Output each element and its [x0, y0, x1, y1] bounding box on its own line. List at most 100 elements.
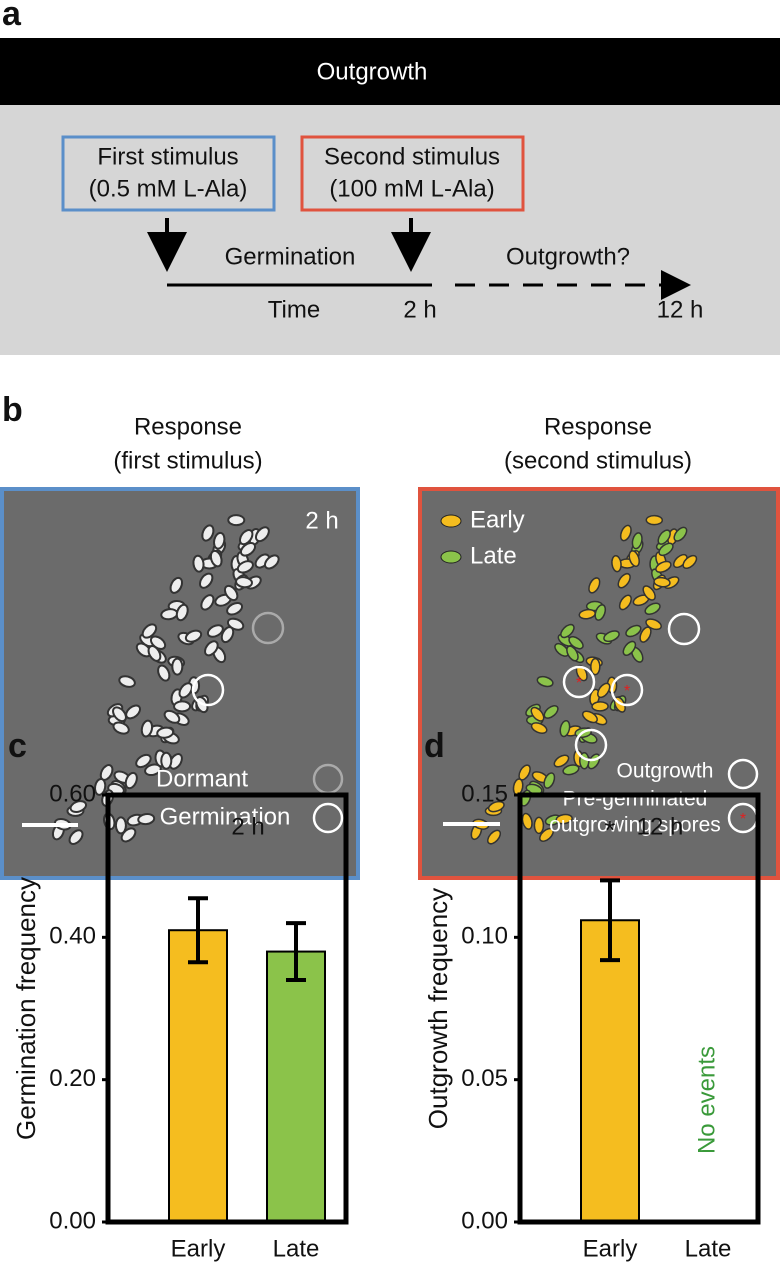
- spore: [530, 722, 548, 734]
- y-tick-label: 0.15: [461, 780, 508, 807]
- spore: [178, 682, 193, 699]
- spore: [603, 630, 620, 643]
- spore: [645, 618, 662, 631]
- phase-label: Outgrowth?: [506, 243, 630, 270]
- spore: [112, 721, 130, 735]
- y-axis-label: Outgrowth frequency: [423, 888, 453, 1129]
- spore: [125, 704, 142, 720]
- spore: [642, 585, 656, 601]
- y-tick-label: 0.00: [49, 1207, 96, 1234]
- spore: [236, 560, 254, 574]
- spore: [673, 526, 688, 542]
- micrograph: [0, 487, 360, 880]
- legend-text: outgrowing spores: [549, 814, 721, 837]
- y-tick-label: 0.10: [461, 923, 508, 950]
- image-title: (second stimulus): [504, 447, 692, 474]
- spore: [144, 763, 162, 777]
- legend-circle: [312, 802, 344, 834]
- x-tick-label: Late: [685, 1235, 732, 1262]
- panel-label: c: [8, 727, 27, 765]
- spore: [521, 812, 533, 830]
- spore: [618, 594, 632, 611]
- spore: [135, 753, 152, 769]
- spore: [543, 704, 559, 719]
- panel-label: a: [2, 0, 22, 33]
- spore: [184, 629, 203, 643]
- outgrowth-circle: [574, 728, 608, 762]
- spore: [617, 572, 631, 589]
- plot-frame: [517, 792, 761, 1225]
- time-label: Time: [268, 296, 320, 323]
- spore: [118, 675, 136, 688]
- spore: [147, 645, 162, 662]
- spore: [226, 601, 244, 616]
- legend-text: Late: [470, 542, 517, 569]
- spore: [581, 710, 598, 724]
- spore: [160, 751, 173, 770]
- y-tick-label: 0.20: [49, 1065, 96, 1092]
- annotation: 12 h: [637, 813, 684, 840]
- legend-text: Early: [470, 506, 525, 533]
- spore: [223, 584, 239, 602]
- x-tick-label: Early: [171, 1235, 226, 1262]
- title-bar: [0, 38, 780, 105]
- outgrowth-circle: [667, 612, 701, 646]
- spore: [124, 771, 138, 790]
- spore: [175, 603, 189, 622]
- spore: [539, 827, 554, 842]
- spore: [591, 701, 609, 712]
- panel-label: b: [2, 391, 23, 429]
- spore: [235, 576, 253, 589]
- y-tick-label: 0.00: [461, 1207, 508, 1234]
- spore: [611, 554, 622, 573]
- bar: [168, 929, 228, 1223]
- spore: [206, 624, 224, 638]
- spore: [199, 572, 214, 589]
- first-stimulus: First stimulus: [97, 143, 238, 170]
- spore: [163, 709, 181, 724]
- spore: [639, 626, 652, 643]
- spore: [69, 800, 88, 813]
- image-title: (first stimulus): [113, 447, 262, 474]
- spore: [553, 754, 570, 768]
- outgrowth-circle: [610, 673, 644, 707]
- spore: [628, 550, 640, 568]
- x-tick-label: Late: [273, 1235, 320, 1262]
- spore: [536, 675, 554, 688]
- spore: [169, 576, 184, 594]
- spore: [655, 560, 672, 573]
- legend-text: Germination: [160, 803, 291, 830]
- spore: [204, 640, 219, 657]
- spore: [555, 813, 573, 825]
- spore: [112, 706, 127, 723]
- title: Outgrowth: [317, 58, 428, 85]
- bar: [580, 919, 640, 1224]
- panel-label: d: [424, 727, 445, 765]
- spore: [657, 529, 671, 545]
- phase-label: Germination: [225, 243, 356, 270]
- image-title: Response: [134, 413, 242, 440]
- spore: [94, 777, 107, 796]
- spore: [590, 657, 601, 676]
- legend-text: Pre-germinated: [563, 788, 708, 811]
- spore: [653, 576, 671, 588]
- spore: [239, 542, 257, 557]
- legend-text: Dormant: [156, 765, 248, 792]
- image-title: Response: [544, 413, 652, 440]
- annotation: 2 h: [231, 813, 264, 840]
- spore: [487, 829, 502, 845]
- note: No events: [693, 1046, 720, 1154]
- spore: [171, 657, 184, 676]
- time-label: 12 h: [657, 296, 704, 323]
- spore: [594, 604, 607, 621]
- legend-circle: [727, 758, 759, 790]
- second-stimulus: (100 mM L-Ala): [329, 175, 494, 202]
- star: *: [740, 811, 746, 828]
- outgrowth-circle: [562, 665, 596, 699]
- bar: [266, 950, 326, 1223]
- time-label: 2 h: [403, 296, 436, 323]
- y-tick-label: 0.40: [49, 923, 96, 950]
- first-stimulus: (0.5 mM L-Ala): [89, 175, 248, 202]
- spore: [68, 829, 84, 845]
- spore: [156, 726, 175, 739]
